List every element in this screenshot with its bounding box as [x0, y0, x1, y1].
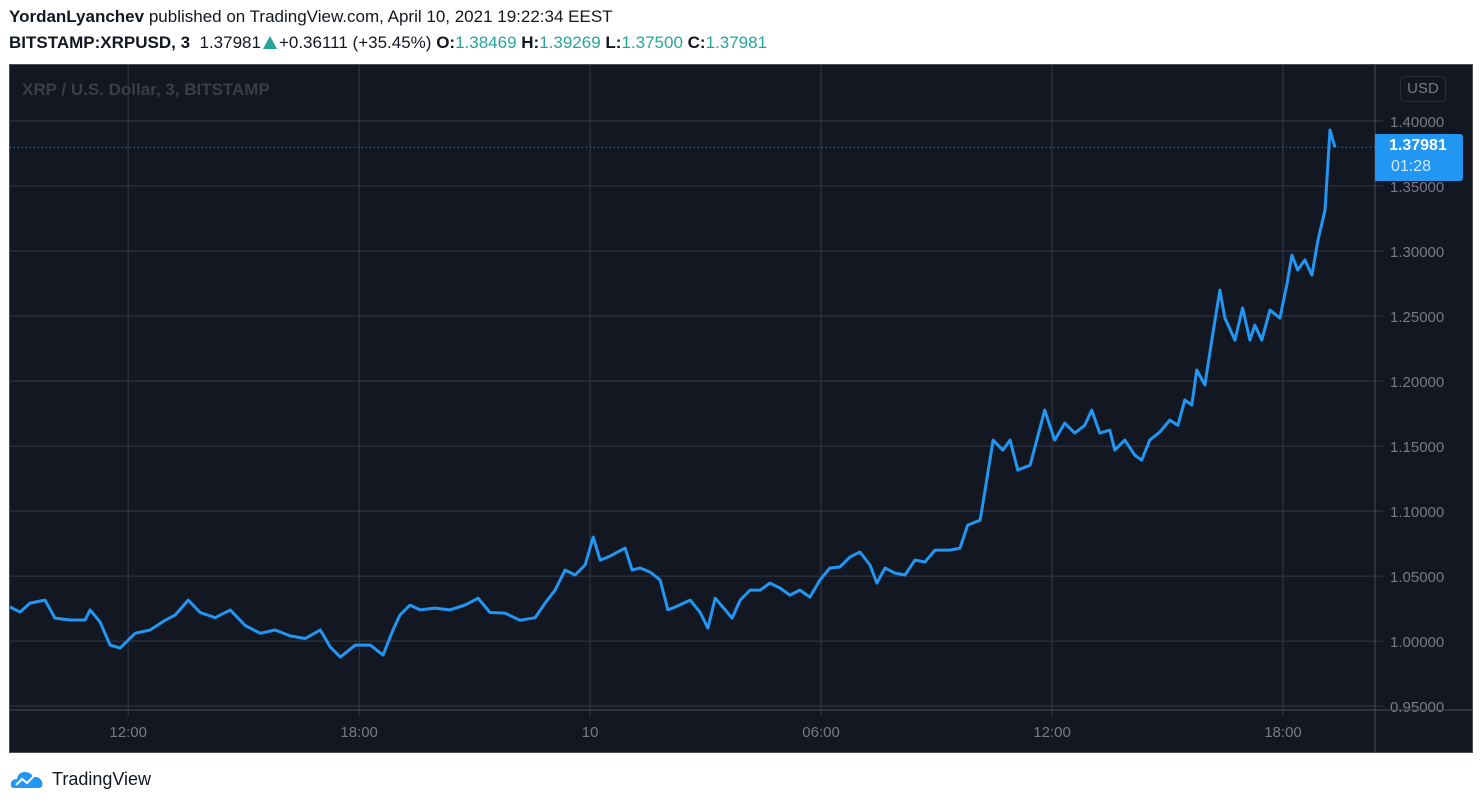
x-tick-label: 10	[582, 724, 599, 741]
open-value: 1.38469	[455, 33, 517, 52]
open-label: O:	[436, 33, 456, 52]
y-tick-label: 1.20000	[1390, 374, 1444, 391]
low-value: 1.37500	[621, 33, 683, 52]
tradingview-cloud-icon	[10, 772, 43, 788]
price-line	[9, 128, 1337, 659]
close-label: C:	[687, 33, 706, 52]
x-tick-label: 06:00	[802, 724, 840, 741]
tradingview-logo[interactable]: TradingView	[10, 768, 151, 790]
symbol: BITSTAMP:XRPUSD, 3	[9, 33, 191, 52]
y-tick-label: 1.10000	[1390, 504, 1444, 521]
symbol-info: BITSTAMP:XRPUSD, 3 1.37981 +0.36111 (+35.…	[9, 33, 767, 53]
x-tick-label: 18:00	[1264, 724, 1302, 741]
high-label: H:	[521, 33, 540, 52]
y-tick-label: 1.25000	[1390, 309, 1444, 326]
y-tick-label: 1.00000	[1390, 634, 1444, 651]
high-value: 1.39269	[539, 33, 601, 52]
author-name[interactable]: YordanLyanchev	[9, 7, 145, 26]
y-tick-label: 0.95000	[1390, 699, 1444, 716]
y-tick-label: 1.15000	[1390, 439, 1444, 456]
y-tick-label: 1.35000	[1390, 179, 1444, 196]
brand-name: TradingView	[52, 768, 152, 789]
y-tick-label: 1.40000	[1390, 114, 1444, 131]
x-tick-label: 12:00	[109, 724, 147, 741]
last-price: 1.37981	[199, 33, 261, 52]
currency-button[interactable]: USD	[1400, 76, 1446, 102]
y-tick-label: 1.05000	[1390, 569, 1444, 586]
last-price-tag: 1.37981 01:28	[1375, 134, 1463, 181]
x-tick-label: 18:00	[340, 724, 378, 741]
chart-frame[interactable]	[9, 64, 1473, 753]
publish-info: YordanLyanchev published on TradingView.…	[9, 7, 613, 27]
last-price-label: 1.37981	[1389, 137, 1447, 154]
y-tick-label: 1.30000	[1390, 244, 1444, 261]
published-text: published on TradingView.com, April 10, …	[148, 7, 613, 26]
price-change: +0.36111 (+35.45%)	[278, 33, 432, 52]
bar-countdown: 01:28	[1391, 158, 1432, 175]
low-label: L:	[605, 33, 622, 52]
close-value: 1.37981	[705, 33, 768, 52]
up-arrow-icon	[262, 36, 277, 49]
x-tick-label: 12:00	[1033, 724, 1071, 741]
chart-legend: XRP / U.S. Dollar, 3, BITSTAMP	[22, 80, 270, 99]
